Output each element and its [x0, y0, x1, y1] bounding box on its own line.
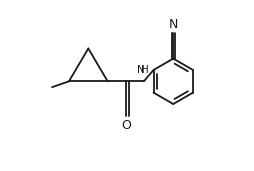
Text: N: N [169, 18, 178, 31]
Text: H: H [141, 65, 149, 75]
Text: N: N [137, 65, 145, 75]
Text: O: O [121, 119, 131, 131]
